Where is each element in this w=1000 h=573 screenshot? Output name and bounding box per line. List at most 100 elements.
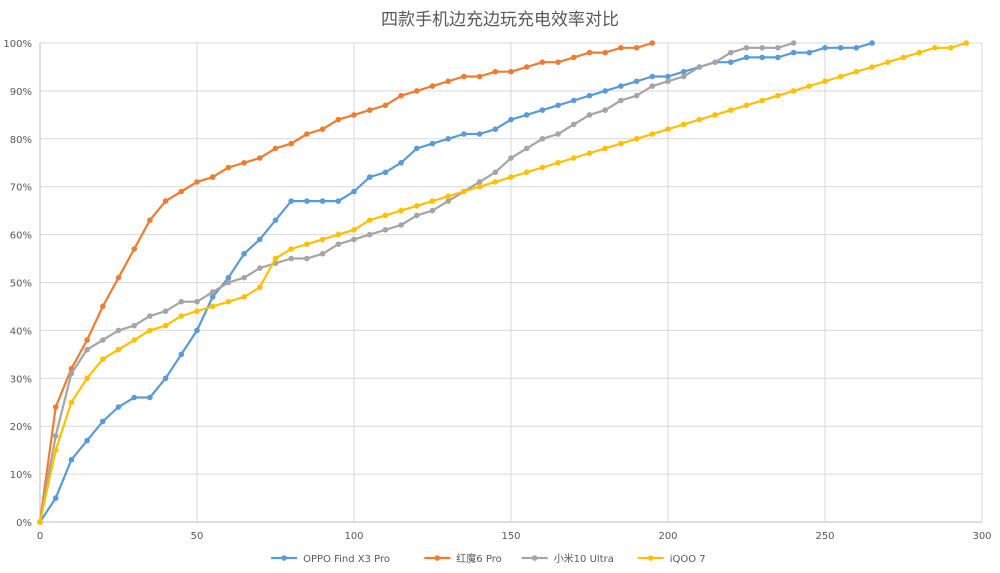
series-1 — [37, 40, 875, 525]
y-tick-label: 10% — [10, 470, 32, 481]
data-point — [131, 394, 137, 401]
data-point — [209, 174, 216, 180]
y-tick-label: 20% — [10, 422, 32, 433]
data-point — [366, 217, 373, 223]
data-point — [288, 255, 295, 262]
x-tick-label: 50 — [191, 531, 204, 542]
y-tick-label: 30% — [10, 374, 32, 385]
data-point — [84, 437, 90, 444]
data-point — [382, 169, 389, 176]
data-point — [555, 131, 561, 137]
data-point — [115, 404, 122, 410]
data-point — [618, 97, 624, 104]
series-line — [38, 41, 653, 523]
legend-label: 红魔6 Pro — [456, 552, 501, 565]
data-point — [414, 203, 420, 209]
data-point — [523, 112, 530, 118]
data-point — [288, 246, 295, 252]
data-point — [37, 519, 43, 525]
data-point — [351, 188, 357, 195]
data-point — [618, 140, 624, 147]
data-point — [476, 131, 483, 137]
x-tick-label: 300 — [972, 531, 991, 542]
series-4 — [37, 40, 970, 525]
data-point — [257, 236, 263, 243]
data-point — [492, 169, 499, 176]
y-tick-label: 80% — [10, 135, 32, 146]
data-point — [84, 375, 90, 382]
data-point — [869, 64, 875, 70]
data-point — [115, 346, 122, 353]
data-point — [162, 322, 169, 329]
data-point — [304, 241, 310, 247]
x-tick-label: 250 — [815, 531, 834, 542]
x-tick-label: 150 — [501, 531, 520, 542]
data-point — [461, 188, 467, 195]
legend-item: 红魔6 Pro — [424, 552, 502, 565]
data-point — [288, 140, 295, 147]
data-point — [508, 68, 514, 75]
data-point — [178, 298, 185, 305]
data-point — [162, 308, 169, 315]
data-point — [398, 207, 404, 214]
data-point — [366, 231, 373, 238]
data-point — [194, 308, 200, 315]
data-point — [429, 198, 436, 204]
data-point — [618, 45, 624, 51]
data-point — [790, 88, 797, 94]
data-point — [712, 59, 718, 65]
data-point — [131, 246, 137, 252]
data-point — [743, 45, 750, 51]
data-point — [429, 207, 436, 214]
data-point — [272, 217, 279, 223]
data-point — [319, 126, 326, 132]
data-point — [523, 145, 530, 152]
data-point — [147, 394, 153, 401]
data-point — [555, 59, 561, 65]
data-point — [869, 40, 875, 46]
data-point — [100, 418, 106, 425]
data-point — [508, 116, 514, 123]
data-point — [665, 126, 671, 132]
data-point — [257, 155, 263, 161]
data-point — [272, 255, 279, 262]
data-point — [743, 54, 750, 61]
data-point — [680, 68, 687, 75]
data-point — [649, 83, 656, 89]
data-point — [775, 92, 781, 99]
y-tick-label: 50% — [10, 279, 32, 290]
legend-label: 小米10 Ultra — [554, 552, 614, 565]
data-point — [461, 131, 467, 137]
data-point — [649, 131, 656, 137]
data-point — [319, 236, 326, 243]
data-point — [147, 327, 153, 334]
data-point — [492, 126, 499, 132]
data-point — [571, 155, 577, 161]
data-point — [100, 356, 106, 362]
data-point — [257, 265, 263, 271]
data-point — [837, 73, 844, 80]
data-point — [602, 107, 608, 113]
data-point — [728, 49, 734, 56]
data-point — [586, 49, 593, 56]
legend-swatch-marker — [281, 555, 287, 561]
data-point — [351, 112, 357, 118]
data-point — [963, 40, 970, 46]
data-point — [696, 64, 703, 70]
data-point — [602, 88, 608, 94]
data-point — [304, 131, 310, 137]
data-point — [476, 179, 483, 185]
data-point — [225, 274, 232, 281]
data-point — [84, 337, 90, 343]
data-point — [351, 227, 357, 233]
data-point — [241, 294, 247, 300]
legend-swatch-marker — [647, 555, 654, 561]
data-point — [743, 102, 750, 109]
data-point — [178, 313, 185, 319]
legend-item: 小米10 Ultra — [521, 552, 614, 565]
data-point — [476, 183, 483, 190]
data-point — [775, 54, 781, 61]
data-point — [382, 227, 389, 233]
data-point — [633, 136, 640, 142]
